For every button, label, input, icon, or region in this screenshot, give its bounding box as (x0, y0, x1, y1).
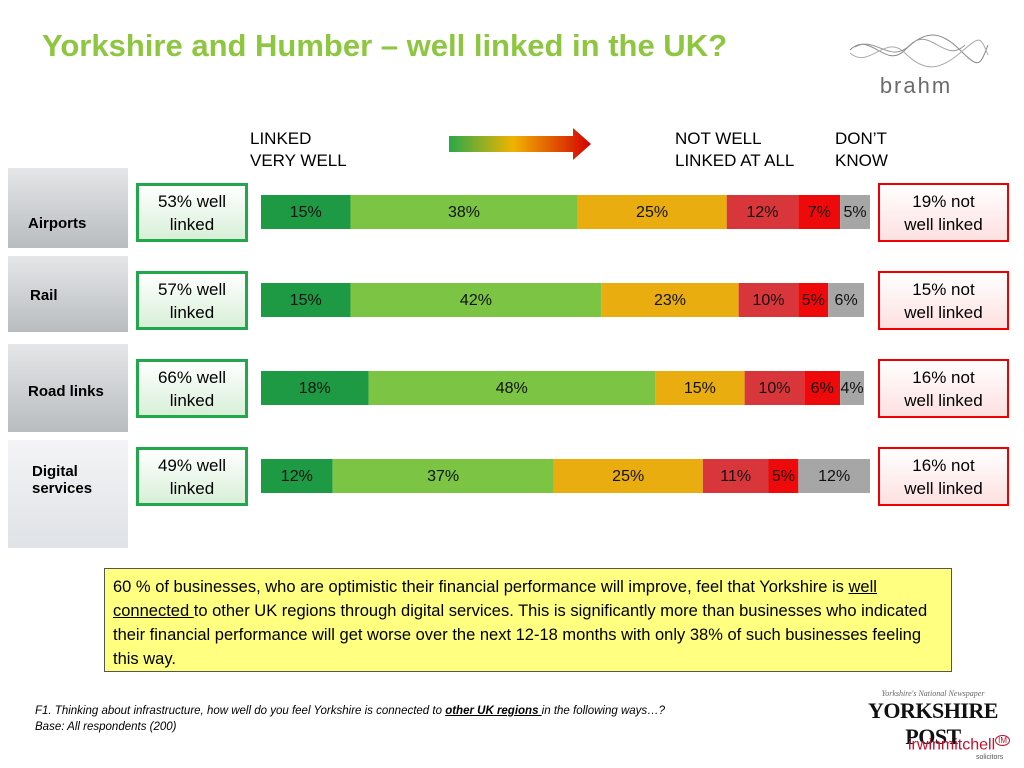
firm-badge: IM (995, 735, 1011, 746)
bar-segment (350, 283, 602, 317)
value-label: 15% (684, 380, 716, 397)
footnote-text: in the following ways…? (541, 705, 666, 717)
bar-segment (798, 283, 829, 317)
footnote-question: F1. Thinking about infrastructure, how w… (35, 703, 665, 719)
logo-wave (854, 38, 966, 53)
category-label: Digital services (32, 463, 93, 497)
scale-label: LINKED VERY WELL (250, 129, 347, 170)
value-label: 23% (654, 292, 686, 309)
bar-segment (726, 195, 799, 229)
firm-name: irwinmitchell (908, 736, 996, 754)
callout-emphasis: well connected (113, 578, 877, 620)
newspaper-logo: Yorkshire's National Newspaper YORKSHIRE… (848, 689, 1018, 750)
footnote-text: F1. Thinking about infrastructure, how w… (35, 705, 446, 717)
arrow-shape (449, 128, 591, 160)
logo-wave (849, 39, 989, 68)
not-well-linked-box: 15% not well linked (878, 271, 1009, 330)
bar-segment (768, 459, 799, 493)
category-image (8, 344, 128, 432)
bar-segment (744, 371, 805, 405)
firm-logo: irwinmitchell IM (908, 735, 1011, 754)
value-label: 18% (299, 380, 331, 397)
bar-segment (368, 371, 656, 405)
bar-segment (332, 459, 554, 493)
value-label: 48% (496, 380, 528, 397)
callout: 60 % of businesses, who are optimistic t… (104, 568, 952, 672)
value-label: 12% (818, 468, 850, 485)
well-linked-box: 49% well linked (136, 447, 248, 506)
not-well-linked-box: 19% not well linked (878, 183, 1009, 242)
value-label: 4% (841, 380, 864, 397)
bar-segment (261, 283, 351, 317)
newspaper-name: YORKSHIRE POST (868, 698, 998, 749)
well-linked-box: 57% well linked (136, 271, 248, 330)
value-label: 12% (281, 468, 313, 485)
bar-segment (798, 459, 870, 493)
category-label: Rail (30, 287, 58, 304)
bar-segment (738, 283, 799, 317)
scale-label: DON’T KNOW (835, 129, 888, 170)
bar-segment (702, 459, 769, 493)
category-label: Road links (28, 383, 104, 400)
bar-segment (828, 283, 865, 317)
value-label: 5% (844, 204, 867, 221)
value-label: 10% (758, 380, 790, 397)
scale-arrow (449, 128, 591, 160)
well-linked-box: 66% well linked (136, 359, 248, 418)
bar-segment (840, 195, 870, 229)
value-label: 6% (835, 292, 858, 309)
category-image (8, 440, 128, 548)
brahm-text: brahm (880, 73, 952, 98)
value-label: 7% (808, 204, 831, 221)
bar-segment (804, 371, 841, 405)
value-label: 38% (448, 204, 480, 221)
value-label: 6% (811, 380, 834, 397)
bar-segment (601, 283, 739, 317)
value-label: 37% (427, 468, 459, 485)
value-label: 5% (802, 292, 825, 309)
value-label: 5% (772, 468, 795, 485)
value-label: 42% (460, 292, 492, 309)
value-label: 25% (612, 468, 644, 485)
well-linked-box: 53% well linked (136, 183, 248, 242)
category-image (8, 168, 128, 248)
bar-segment (261, 371, 369, 405)
bar-segment (798, 195, 841, 229)
bar-segment (350, 195, 578, 229)
value-label: 15% (290, 292, 322, 309)
chart: 15% 38% 25% 12% 7% 5% 15% 42% 23% 10% 5% 6% 18% 48% 15… (261, 195, 870, 493)
newspaper-tagline: Yorkshire's National Newspaper (881, 689, 985, 698)
bar-segment (553, 459, 703, 493)
value-label: 10% (752, 292, 784, 309)
callout-text: 60 % of businesses, who are optimistic t… (113, 578, 849, 596)
not-well-linked-box: 16% not well linked (878, 359, 1009, 418)
not-well-linked-box: 16% not well linked (878, 447, 1009, 506)
firm-sub: solicitors (976, 754, 1004, 761)
brahm-logo: brahm (849, 34, 989, 98)
footnote-emphasis: other UK regions (445, 705, 542, 717)
callout-text: to other UK regions through digital serv… (113, 602, 928, 668)
footnote-base: Base: All respondents (200) (35, 721, 177, 733)
bar-segment (577, 195, 727, 229)
value-label: 11% (720, 468, 751, 485)
category-image (8, 256, 128, 332)
bar-segment (655, 371, 745, 405)
slide-title: Yorkshire and Humber – well linked in th… (42, 28, 728, 63)
footnote: F1. Thinking about infrastructure, how w… (35, 703, 665, 735)
logo-wave (849, 34, 989, 63)
value-label: 25% (636, 204, 668, 221)
value-label: 12% (747, 204, 779, 221)
bar-segment (261, 459, 333, 493)
bar-segment (840, 371, 865, 405)
bar-segment (261, 195, 351, 229)
category-label: Airports (28, 215, 87, 232)
value-label: 15% (290, 204, 322, 221)
scale-label: NOT WELL LINKED AT ALL (675, 129, 795, 170)
